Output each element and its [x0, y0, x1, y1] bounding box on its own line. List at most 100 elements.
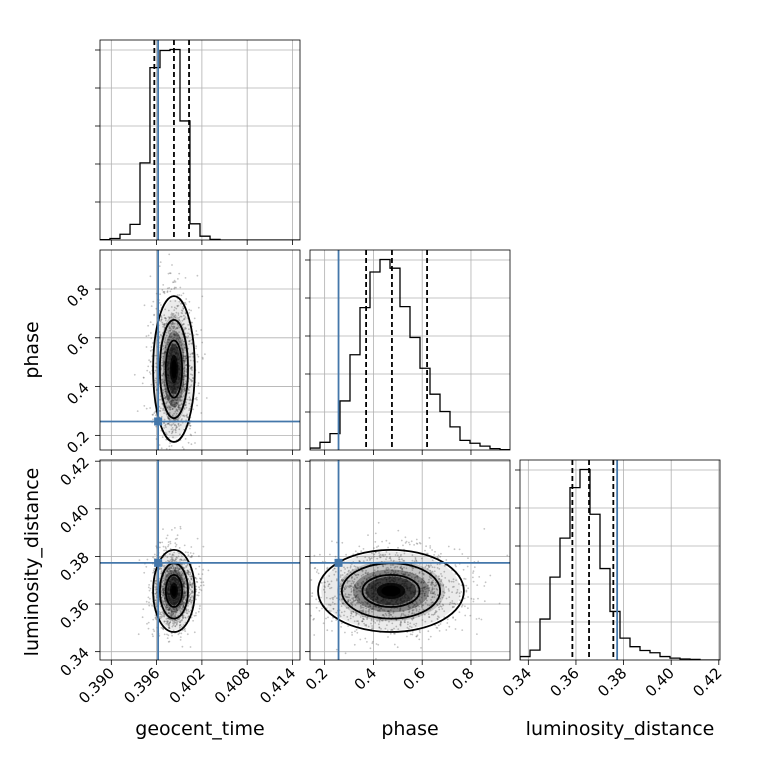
sample-point — [438, 616, 440, 619]
sample-point — [173, 419, 176, 421]
sample-point — [387, 610, 390, 613]
sample-point — [372, 605, 375, 608]
sample-point — [184, 385, 187, 388]
sample-point — [159, 410, 162, 412]
sample-point — [176, 453, 178, 455]
sample-point — [164, 344, 167, 347]
sample-point — [340, 583, 342, 585]
sample-point — [361, 609, 364, 612]
sample-point — [177, 664, 179, 666]
sample-point — [171, 625, 174, 628]
sample-point — [331, 601, 334, 604]
sample-point — [191, 585, 194, 588]
sample-point — [179, 337, 182, 340]
sample-point — [392, 612, 395, 614]
sample-point — [401, 570, 404, 572]
sample-point — [180, 395, 183, 397]
sample-point — [184, 404, 187, 407]
sample-point — [465, 590, 468, 593]
sample-point — [180, 389, 183, 392]
sample-point — [368, 611, 370, 613]
sample-point — [327, 585, 330, 588]
sample-point — [146, 622, 148, 625]
sample-point — [176, 566, 179, 568]
sample-point — [382, 564, 384, 567]
sample-point — [415, 542, 418, 545]
contour-line — [159, 318, 189, 420]
sample-point — [383, 570, 386, 573]
sample-point — [180, 574, 183, 577]
sample-point — [420, 592, 422, 595]
sample-point — [440, 573, 442, 575]
sample-point — [163, 597, 166, 600]
hist-bin — [640, 650, 650, 660]
sample-point — [172, 337, 174, 340]
sample-point — [190, 399, 192, 401]
sample-point — [452, 617, 454, 619]
sample-point — [160, 398, 162, 401]
sample-point — [180, 632, 183, 635]
sample-point — [431, 559, 434, 562]
sample-point — [158, 410, 161, 412]
sample-point — [164, 352, 166, 354]
sample-point — [396, 646, 399, 649]
sample-point — [190, 577, 192, 579]
sample-point — [171, 431, 174, 433]
sample-point — [395, 625, 398, 628]
sample-point — [187, 573, 190, 575]
sample-point — [181, 645, 184, 648]
sample-point — [163, 362, 166, 365]
sample-point — [183, 386, 186, 389]
sample-point — [388, 613, 391, 616]
sample-point — [147, 365, 150, 368]
sample-point — [184, 579, 187, 582]
sample-point — [168, 325, 171, 328]
sample-point — [163, 564, 166, 567]
sample-point — [333, 603, 336, 605]
sample-point — [202, 545, 205, 548]
sample-point — [332, 598, 334, 601]
sample-point — [373, 555, 375, 558]
sample-point — [363, 577, 366, 580]
sample-point — [412, 605, 415, 608]
sample-point — [399, 555, 402, 557]
sample-point — [453, 548, 456, 551]
sample-point — [343, 610, 346, 613]
sample-point — [180, 403, 183, 406]
sample-point — [171, 414, 174, 417]
sample-point — [448, 603, 451, 606]
sample-point — [155, 377, 157, 380]
sample-point — [321, 607, 323, 610]
sample-point — [202, 581, 205, 584]
sample-point — [171, 556, 174, 559]
sample-point — [436, 556, 439, 559]
sample-point — [182, 349, 185, 351]
sample-point — [181, 323, 184, 326]
sample-point — [175, 427, 177, 430]
sample-point — [393, 572, 395, 575]
sample-point — [180, 339, 183, 342]
sample-point — [331, 540, 333, 543]
sample-point — [160, 447, 163, 450]
y-tick-label: 0.6 — [63, 330, 93, 360]
sample-point — [201, 573, 204, 575]
sample-point — [290, 567, 292, 569]
sample-point — [165, 575, 167, 577]
sample-point — [170, 572, 173, 574]
sample-point — [357, 587, 360, 589]
sample-point — [163, 583, 166, 586]
sample-point — [184, 387, 187, 390]
sample-point — [427, 595, 429, 598]
sample-point — [154, 369, 157, 372]
sample-point — [181, 572, 184, 575]
sample-point — [162, 409, 165, 412]
sample-point — [483, 600, 486, 603]
sample-point — [334, 595, 336, 598]
sample-point — [185, 587, 188, 589]
sample-point — [165, 547, 167, 550]
sample-point — [173, 306, 176, 309]
sample-point — [422, 590, 425, 593]
sample-point — [185, 463, 187, 465]
sample-point — [435, 583, 438, 586]
sample-point — [410, 576, 413, 578]
